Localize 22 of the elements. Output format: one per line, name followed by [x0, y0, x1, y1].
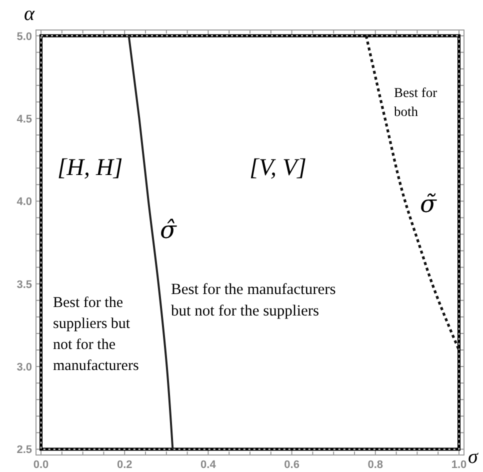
annotation: [H, H]	[57, 155, 123, 181]
y-tick-label: 4.0	[16, 196, 32, 208]
y-tick-label: 3.5	[16, 278, 32, 291]
x-tick-label: 0.4	[200, 459, 217, 471]
y-tick-label: 5.0	[16, 30, 32, 43]
annotation: Best for both	[394, 85, 438, 119]
series-label: σ̃	[420, 190, 437, 218]
annotation: Best for the suppliers but not for the manufacturers	[53, 295, 139, 374]
x-tick-label: 0.0	[33, 459, 49, 471]
y-tick-label: 3.0	[16, 362, 32, 374]
annotation: Best for the manufacturers but not for the suppliers	[171, 281, 336, 320]
x-tick-label: 0.6	[284, 459, 300, 471]
series-label: σ̂	[160, 216, 177, 244]
y-tick-label: 4.5	[16, 113, 32, 126]
x-tick-label: 0.8	[368, 459, 384, 471]
x-axis-title: σ	[468, 446, 479, 468]
y-tick-label: 2.5	[16, 444, 32, 456]
x-tick-label: 1.0	[451, 459, 467, 471]
y-axis-title: α	[24, 3, 35, 25]
annotation: [V, V]	[250, 155, 306, 181]
line-series	[364, 34, 460, 352]
x-tick-label: 0.2	[116, 459, 132, 471]
